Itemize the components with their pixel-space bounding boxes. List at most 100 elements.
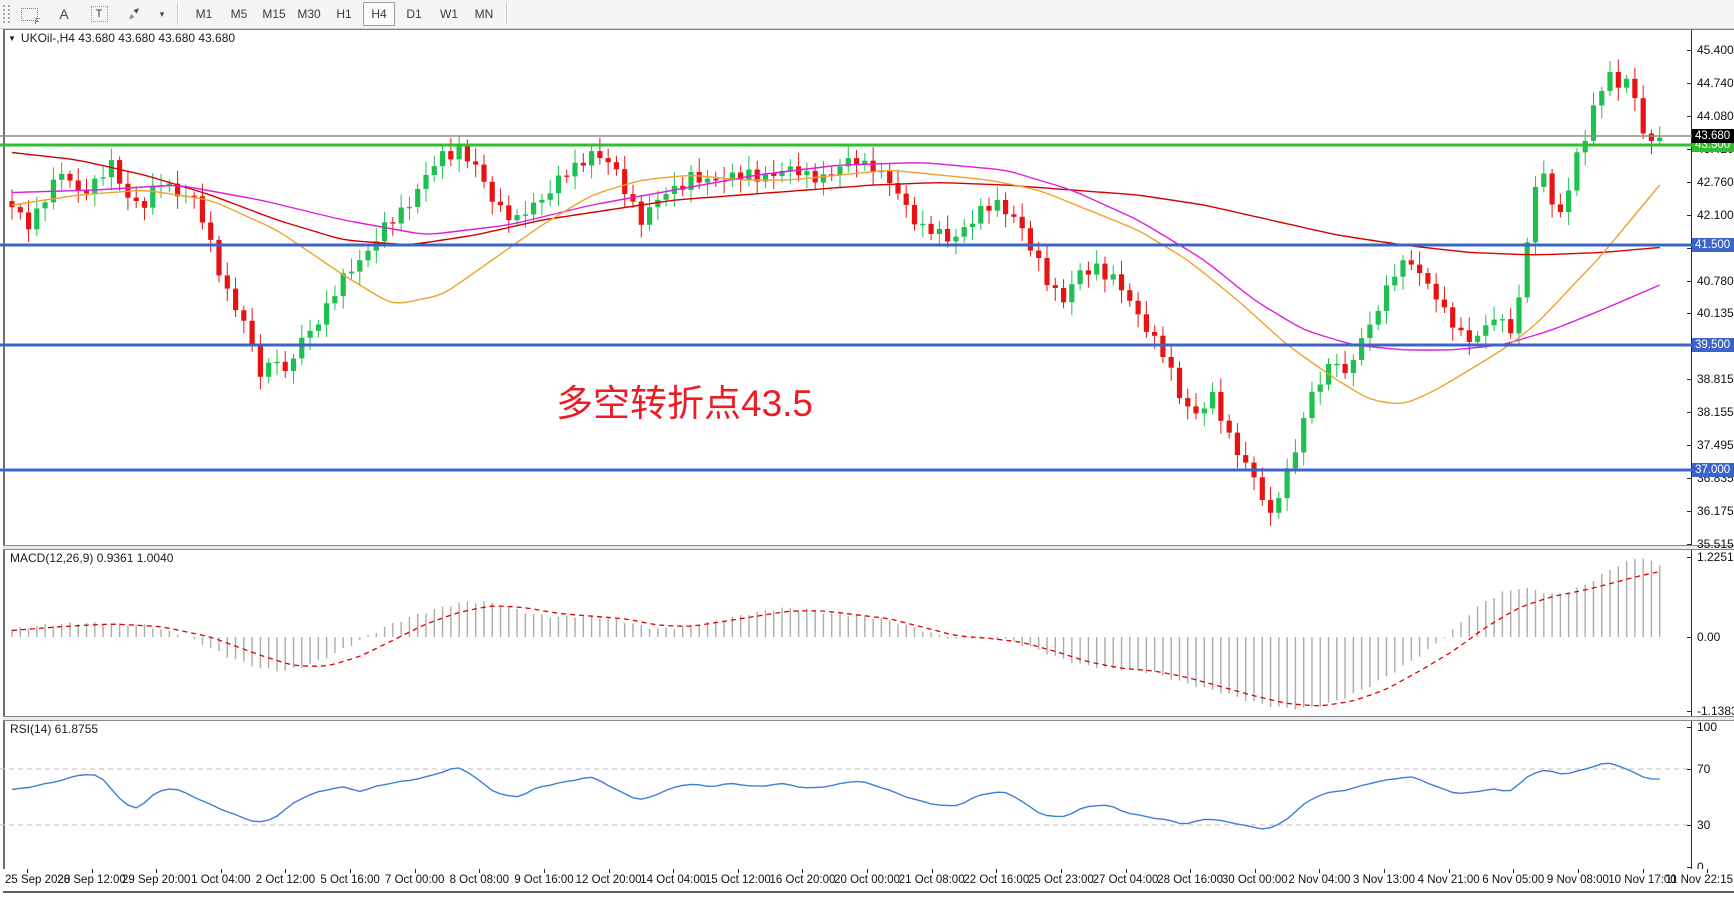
axis-label: -1.1383 bbox=[1697, 704, 1734, 718]
axis-tick bbox=[1687, 215, 1692, 216]
axis-tick bbox=[1687, 83, 1692, 84]
timeframe-button-H4[interactable]: H4 bbox=[363, 2, 395, 26]
timeframe-button-MN[interactable]: MN bbox=[474, 7, 494, 21]
symbol-collapse-triangle-icon[interactable]: ▼ bbox=[8, 33, 16, 43]
chart-title: ▼ UKOil-,H4 43.680 43.680 43.680 43.680 bbox=[8, 31, 235, 45]
text-label-tool[interactable]: A bbox=[48, 2, 80, 26]
time-tick bbox=[996, 869, 998, 873]
axis-tick bbox=[1687, 281, 1692, 282]
rsi-panel-canvas[interactable] bbox=[0, 720, 1692, 868]
rsi-line bbox=[11, 762, 1660, 830]
axis-tick bbox=[1687, 50, 1692, 51]
time-label: 25 Oct 23:00 bbox=[1027, 874, 1094, 886]
time-label: 15 Oct 12:00 bbox=[704, 874, 771, 886]
arrows-dropdown-caret[interactable]: ▾ bbox=[159, 8, 165, 19]
time-label: 10 Nov 17:00 bbox=[1608, 874, 1677, 886]
arrows-style-tool[interactable] bbox=[118, 2, 150, 26]
macd-panel-separator[interactable] bbox=[3, 545, 1734, 550]
time-tick bbox=[479, 869, 481, 873]
time-label: 7 Oct 00:00 bbox=[384, 874, 445, 886]
time-label: 9 Nov 08:00 bbox=[1546, 874, 1609, 886]
chart-window-top-border bbox=[3, 29, 1734, 30]
time-label: 16 Oct 20:00 bbox=[769, 874, 836, 886]
time-label: 9 Oct 16:00 bbox=[514, 874, 574, 886]
axis-tick bbox=[1687, 412, 1692, 413]
time-label: 28 Oct 16:00 bbox=[1157, 874, 1224, 886]
time-label: 1 Oct 04:00 bbox=[191, 874, 251, 886]
axis-label: 44.080 bbox=[1697, 109, 1734, 123]
time-tick bbox=[1448, 869, 1450, 873]
chart-window-left-border bbox=[3, 29, 5, 891]
axis-tick bbox=[1687, 727, 1692, 728]
axis-label: 40.780 bbox=[1697, 274, 1734, 288]
time-tick bbox=[1513, 869, 1515, 873]
time-label: 20 Oct 00:00 bbox=[834, 874, 900, 886]
axis-tick bbox=[1687, 149, 1692, 150]
macd-histogram bbox=[11, 558, 1661, 710]
timeframe-button-M15[interactable]: M15 bbox=[262, 7, 286, 21]
level-price-box-41.500: 41.500 bbox=[1692, 238, 1734, 252]
time-label: 27 Oct 04:00 bbox=[1092, 874, 1159, 886]
time-tick bbox=[220, 869, 222, 873]
rsi-panel-separator[interactable] bbox=[3, 716, 1734, 721]
time-tick bbox=[543, 869, 545, 873]
toolbar-separator bbox=[177, 3, 179, 25]
time-tick bbox=[802, 869, 804, 873]
time-label: 5 Oct 16:00 bbox=[320, 874, 380, 886]
time-label: 29 Sep 20:00 bbox=[122, 874, 191, 886]
macd-panel-canvas[interactable] bbox=[0, 549, 1692, 716]
timeframe-button-H1[interactable]: H1 bbox=[336, 7, 352, 21]
axis-label: 0 bbox=[1697, 860, 1704, 874]
time-label: 22 Oct 16:00 bbox=[963, 874, 1030, 886]
timeframe-button-M1[interactable]: M1 bbox=[195, 7, 213, 21]
timeframe-button-W1[interactable]: W1 bbox=[440, 7, 458, 21]
ma-magenta-medium bbox=[11, 162, 1660, 351]
level-price-box-39.500: 39.500 bbox=[1692, 338, 1734, 352]
time-tick bbox=[1060, 869, 1062, 873]
macd-signal-line bbox=[11, 571, 1660, 707]
axis-label: 100 bbox=[1697, 720, 1718, 734]
time-label: 2 Nov 04:00 bbox=[1288, 874, 1351, 886]
time-label: 21 Oct 08:00 bbox=[898, 874, 965, 886]
time-tick bbox=[867, 869, 869, 873]
toolbar-grip[interactable] bbox=[3, 5, 10, 23]
time-label: 3 Nov 13:00 bbox=[1353, 874, 1416, 886]
timeframe-button-M30[interactable]: M30 bbox=[297, 7, 321, 21]
time-label: 25 Sep 2020 bbox=[5, 874, 71, 886]
text-label-icon: A bbox=[59, 6, 69, 22]
time-tick bbox=[91, 869, 93, 873]
timeframe-group: M1 M5 M15 M30 H1 H4 D1 W1 MN bbox=[185, 2, 500, 26]
toolbar: F A T ▾ M1 M5 M15 M30 H1 H4 D1 W1 MN bbox=[0, 0, 1734, 29]
axis-tick bbox=[1687, 769, 1692, 770]
timeframe-button-D1[interactable]: D1 bbox=[406, 7, 422, 21]
main-chart-canvas[interactable] bbox=[0, 30, 1692, 546]
time-tick bbox=[1707, 869, 1709, 873]
time-tick bbox=[1384, 869, 1386, 873]
time-label: 6 Nov 05:00 bbox=[1482, 874, 1545, 886]
axis-tick bbox=[1687, 511, 1692, 512]
axis-tick bbox=[1687, 557, 1692, 558]
axis-tick bbox=[1687, 825, 1692, 826]
diagonal-arrows-icon bbox=[129, 8, 139, 20]
timeframe-button-M5[interactable]: M5 bbox=[230, 7, 248, 21]
dotted-frame-f-tool[interactable]: F bbox=[13, 2, 45, 26]
time-tick bbox=[1319, 869, 1321, 873]
current-price-box: 43.680 bbox=[1692, 129, 1734, 143]
text-box-tool[interactable]: T bbox=[83, 2, 115, 26]
axis-tick bbox=[1687, 248, 1692, 249]
time-tick bbox=[737, 869, 739, 873]
time-tick bbox=[156, 869, 158, 873]
axis-tick bbox=[1687, 182, 1692, 183]
time-label: 4 Nov 21:00 bbox=[1417, 874, 1480, 886]
time-axis: 25 Sep 2020 28 Sep 12:00 29 Sep 20:00 1 Oct… bbox=[3, 869, 1734, 891]
chart-annotation-text[interactable]: 多空转折点43.5 bbox=[556, 383, 814, 424]
rsi-indicator-label: RSI(14) 61.8755 bbox=[10, 722, 99, 736]
axis-label: 38.815 bbox=[1697, 372, 1734, 386]
ma-orange-fast bbox=[11, 169, 1661, 405]
axis-label: 38.155 bbox=[1697, 405, 1734, 419]
axis-label: 1.2251 bbox=[1697, 550, 1734, 564]
axis-tick bbox=[1687, 379, 1692, 380]
axis-label: 42.760 bbox=[1697, 175, 1734, 189]
macd-indicator-label: MACD(12,26,9) 0.9361 1.0040 bbox=[10, 551, 174, 565]
axis-label: 35.515 bbox=[1697, 537, 1734, 551]
